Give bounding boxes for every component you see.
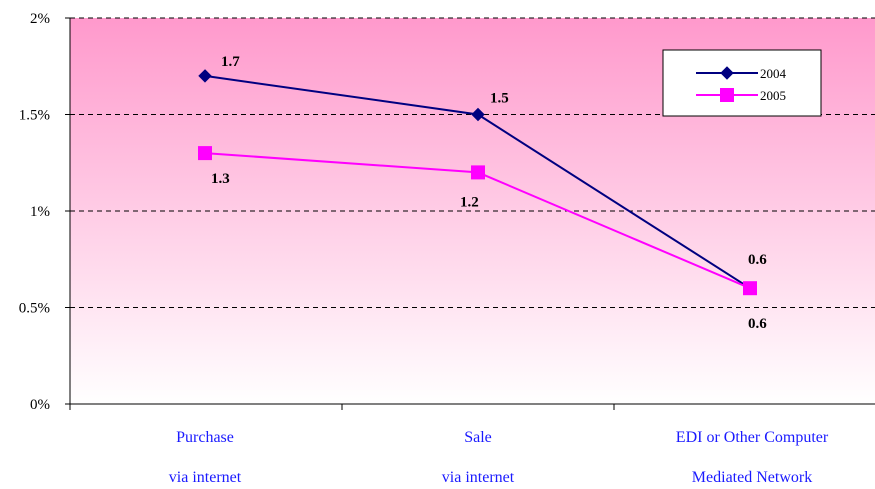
x-category-label: via internet (442, 469, 515, 486)
data-point-2005 (198, 146, 212, 161)
data-label-2004: 1.7 (221, 54, 240, 70)
y-tick-label: 2% (30, 11, 50, 27)
data-point-2005 (471, 165, 485, 180)
data-point-2005 (743, 281, 757, 296)
x-category-label: via internet (169, 469, 242, 486)
data-point-2004 (720, 66, 734, 80)
x-category-label: Purchase (176, 429, 234, 446)
y-tick-label: 0% (30, 397, 50, 413)
data-label-2005: 0.6 (748, 316, 767, 332)
y-tick-label: 0.5% (19, 301, 50, 317)
data-point-2004 (198, 69, 212, 83)
legend-label-2005: 2005 (760, 88, 786, 103)
data-label-2004: 0.6 (748, 252, 767, 268)
data-point-2005 (720, 88, 734, 102)
data-label-2005: 1.2 (460, 194, 479, 210)
legend: 2004 2005 (662, 49, 822, 117)
x-category-label: EDI or Other Computer (676, 429, 829, 446)
data-point-2004 (471, 107, 485, 122)
legend-box (662, 49, 822, 117)
data-label-2005: 1.3 (211, 171, 230, 187)
x-category-label: Sale (464, 429, 492, 446)
y-tick-label: 1% (30, 204, 50, 220)
data-label-2004: 1.5 (490, 91, 509, 107)
legend-label-2004: 2004 (760, 66, 787, 81)
y-tick-label: 1.5% (19, 108, 50, 124)
x-category-label: Mediated Network (692, 469, 812, 486)
